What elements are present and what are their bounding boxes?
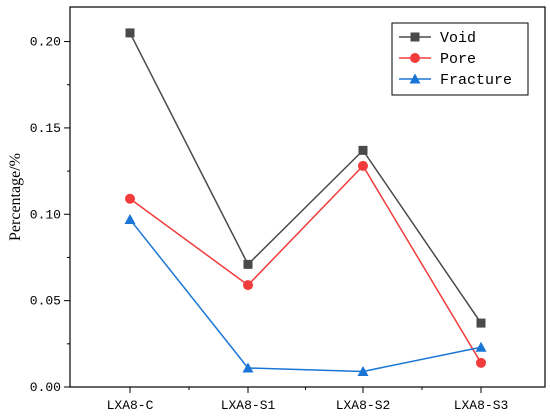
y-tick-label: 0.10 [30, 207, 61, 222]
data-point [476, 357, 486, 368]
data-point [124, 213, 136, 224]
data-point [242, 362, 254, 373]
series-line [129, 218, 482, 373]
data-point [358, 160, 368, 171]
series-fracture [124, 213, 487, 376]
data-point [125, 193, 135, 204]
x-tick-label: LXA8-C [107, 398, 154, 413]
x-tick-label: LXA8-S2 [336, 398, 391, 413]
series-group [124, 28, 487, 376]
legend-label: Pore [440, 51, 476, 68]
data-point [243, 259, 253, 269]
legend-label: Void [440, 30, 476, 47]
legend-swatch-marker [410, 53, 420, 63]
y-tick-label: 0.05 [30, 294, 61, 309]
data-point [125, 28, 135, 38]
data-point [357, 365, 369, 376]
y-tick-label: 0.00 [30, 380, 61, 395]
x-tick-label: LXA8-S1 [221, 398, 276, 413]
legend-label: Fracture [440, 72, 512, 89]
y-tick-label: 0.20 [30, 35, 61, 50]
legend-swatch-marker [410, 32, 420, 42]
series-void [125, 28, 486, 328]
y-axis-title: Percentage/% [7, 153, 24, 241]
series-pore [125, 160, 486, 368]
legend-item-void: Void [399, 30, 476, 47]
data-point [476, 318, 486, 328]
series-line [129, 164, 482, 364]
data-point [243, 280, 253, 291]
legend-swatch-marker [409, 73, 421, 84]
legend: Void Pore Fracture [391, 22, 529, 96]
legend-item-pore: Pore [399, 51, 476, 68]
plot-frame [69, 6, 546, 388]
x-tick-label: LXA8-S3 [454, 398, 509, 413]
data-point [358, 145, 368, 155]
y-tick-label: 0.15 [30, 121, 61, 136]
y-axis: 0.00 0.05 0.10 0.15 0.20 [30, 35, 70, 395]
x-axis: LXA8-C LXA8-S1 LXA8-S2 LXA8-S3 [107, 387, 509, 413]
data-point [475, 341, 487, 352]
series-line [129, 32, 482, 324]
legend-item-fracture: Fracture [399, 72, 512, 89]
